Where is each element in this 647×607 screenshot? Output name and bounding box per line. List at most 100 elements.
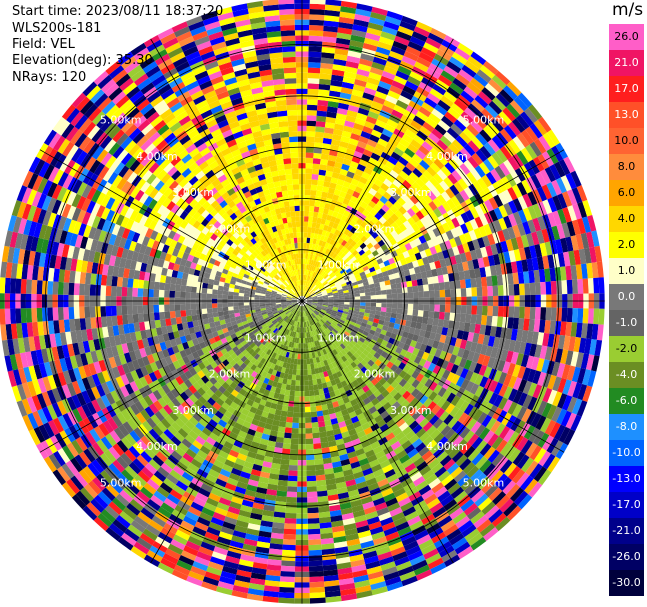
radar-bin	[238, 509, 252, 518]
radar-bin	[561, 222, 571, 238]
radar-bin	[311, 243, 316, 250]
radar-bin	[305, 280, 308, 286]
radar-bin	[386, 361, 394, 369]
radar-bin	[196, 516, 211, 527]
radar-bin	[481, 87, 496, 101]
radar-bin	[279, 349, 285, 356]
radar-bin	[387, 90, 401, 100]
radar-bin	[549, 164, 561, 180]
radar-bin	[143, 503, 158, 516]
radar-bin	[302, 306, 304, 312]
radar-bin	[320, 158, 329, 166]
radar-bin	[391, 109, 404, 120]
radar-bin	[406, 384, 416, 395]
radar-bin	[490, 469, 504, 484]
radar-bin	[507, 121, 522, 137]
radar-bin	[74, 454, 88, 470]
radar-bin	[81, 403, 93, 418]
radar-bin	[453, 490, 468, 504]
radar-bin	[197, 370, 206, 379]
radar-bin	[338, 301, 345, 305]
radar-bin	[459, 400, 470, 413]
radar-bin	[319, 223, 325, 230]
radar-bin	[335, 438, 345, 446]
radar-bin	[428, 132, 440, 144]
radar-bin	[305, 275, 309, 281]
radar-bin	[303, 274, 306, 281]
radar-bin	[354, 514, 367, 523]
radar-bin	[281, 333, 287, 340]
radar-bin	[418, 106, 432, 118]
radar-bin	[353, 222, 361, 230]
radar-bin	[322, 330, 328, 336]
radar-bin	[201, 308, 208, 315]
radar-bin	[284, 328, 289, 335]
radar-bin	[321, 548, 336, 556]
radar-bin	[247, 354, 254, 362]
radar-bin	[322, 303, 329, 306]
radar-bin	[336, 562, 352, 570]
radar-bin	[433, 282, 440, 291]
radar-bin	[395, 247, 403, 256]
radar-bin	[223, 440, 234, 450]
radar-bin	[191, 338, 200, 346]
radar-bin	[286, 324, 291, 330]
radar-bin	[413, 291, 419, 299]
radar-bin	[340, 349, 347, 356]
radar-bin	[577, 383, 588, 401]
radar-bin	[354, 290, 360, 295]
radar-bin	[253, 458, 264, 467]
radar-bin	[361, 319, 369, 324]
radar-bin	[175, 480, 189, 492]
radar-bin	[188, 506, 202, 517]
radar-bin	[378, 276, 385, 283]
radar-bin	[149, 361, 159, 372]
radar-bin	[359, 242, 367, 250]
radar-bin	[412, 167, 423, 178]
radar-bin	[453, 409, 464, 421]
radar-bin	[350, 34, 366, 43]
radar-bin	[229, 359, 237, 367]
radar-bin	[308, 314, 313, 321]
radar-bin	[516, 436, 529, 452]
radar-bin	[403, 373, 412, 382]
radar-bin	[346, 244, 354, 252]
radar-bin	[389, 85, 403, 95]
radar-bin	[462, 174, 473, 187]
radar-bin	[182, 515, 197, 527]
radar-bin	[270, 537, 284, 545]
radar-bin	[531, 356, 540, 371]
radar-bin	[384, 15, 402, 26]
radar-bin	[324, 335, 329, 342]
radar-bin	[167, 454, 180, 466]
radar-bin	[393, 392, 403, 402]
radar-bin	[397, 293, 403, 299]
radar-bin	[228, 366, 237, 375]
radar-bin	[318, 207, 325, 214]
radar-bin	[305, 427, 313, 434]
radar-bin	[371, 100, 384, 110]
radar-bin	[179, 391, 190, 401]
radar-bin	[327, 304, 334, 307]
radar-bin	[226, 550, 242, 560]
radar-bin	[522, 207, 533, 222]
radar-bin	[220, 445, 232, 455]
radar-bin	[278, 393, 285, 401]
radar-bin	[520, 234, 530, 248]
radar-bin	[310, 306, 316, 310]
radar-bin	[399, 570, 416, 582]
radar-bin	[247, 375, 255, 383]
radar-bin	[321, 52, 335, 59]
radar-bin	[398, 370, 407, 379]
radar-bin	[217, 473, 229, 483]
radar-bin	[386, 118, 399, 129]
radar-bin	[247, 318, 254, 324]
radar-bin	[318, 269, 323, 275]
radar-bin	[192, 381, 202, 391]
radar-bin	[544, 320, 551, 334]
radar-bin	[492, 285, 499, 296]
radar-bin	[524, 478, 538, 495]
radar-bin	[157, 562, 174, 575]
radar-bin	[386, 473, 399, 484]
radar-bin	[320, 310, 326, 314]
